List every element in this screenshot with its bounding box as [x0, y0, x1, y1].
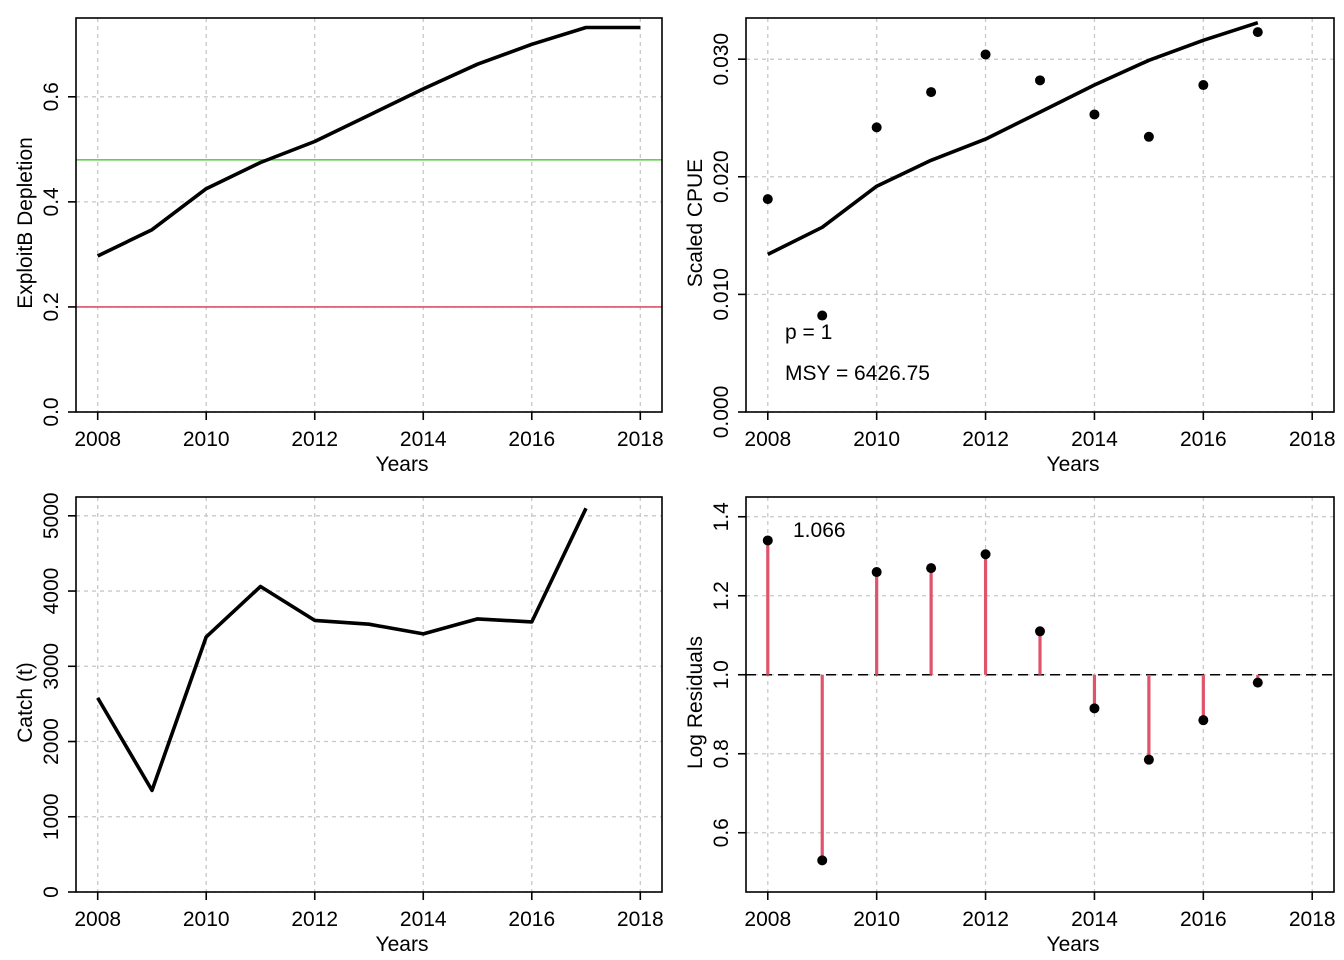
y-tick-label: 1.4 [710, 502, 733, 532]
annotation-residual-value: 1.066 [793, 519, 846, 542]
x-tick-label: 2008 [74, 908, 121, 931]
data-point [762, 194, 773, 205]
y-tick-label: 0.010 [710, 268, 733, 321]
x-tick-label: 2008 [744, 908, 791, 931]
y-tick-label: 0.2 [40, 292, 63, 321]
data-point [871, 122, 882, 133]
data-point [762, 535, 773, 546]
data-point [1089, 109, 1100, 120]
panel-cpue: 2008 2010 2012 2014 2016 2018 0.000 0.010 0.020 0… [684, 17, 1336, 476]
data-point [871, 567, 882, 578]
plot-frame [745, 496, 1335, 893]
x-tick-label: 2014 [400, 428, 447, 451]
series-line [96, 25, 641, 258]
y-tick-label: 2000 [40, 718, 63, 765]
data-point [1252, 677, 1263, 688]
data-point [1143, 754, 1154, 765]
annotation-p-value: p = 1 [785, 321, 832, 344]
x-tick-label: 2014 [1071, 908, 1118, 931]
x-tick-label: 2016 [1180, 428, 1227, 451]
x-tick-label: 2014 [1071, 428, 1118, 451]
panel-residuals: 2008 2010 2012 2014 2016 2018 0.6 0.8 1.0 1.2 1.4 Y… [684, 496, 1336, 956]
x-axis-title: Years [376, 453, 429, 476]
y-tick-label: 0.020 [710, 150, 733, 203]
data-point [817, 310, 828, 321]
plot-frame [745, 17, 1335, 413]
x-tick-label: 2018 [617, 428, 664, 451]
y-axis-title: ExploitB Depletion [14, 137, 37, 309]
y-axis-title: Scaled CPUE [684, 159, 707, 287]
y-tick-label: 4000 [40, 568, 63, 615]
data-point [926, 563, 937, 574]
data-point [1143, 131, 1154, 142]
x-tick-label: 2012 [962, 428, 1009, 451]
x-tick-label: 2010 [183, 908, 230, 931]
y-tick-label: 1.0 [710, 660, 733, 689]
y-tick-label: 3000 [40, 643, 63, 690]
panel-depletion: 2008 2010 2012 2014 2016 2018 0.0 0.2 0.4 0.6 Year… [14, 17, 664, 476]
plot-frame [75, 496, 663, 893]
y-axis-title: Log Residuals [684, 636, 707, 769]
data-point [980, 549, 991, 560]
data-point [1198, 715, 1209, 726]
data-point [1035, 75, 1045, 86]
y-tick-label: 0.000 [710, 386, 733, 439]
x-tick-label: 2016 [1180, 908, 1227, 931]
x-tick-label: 2018 [617, 908, 664, 931]
x-tick-label: 2012 [291, 428, 338, 451]
x-tick-label: 2012 [962, 908, 1009, 931]
y-tick-label: 0.4 [40, 187, 63, 217]
y-axis-title: Catch (t) [14, 662, 37, 743]
x-axis-title: Years [1047, 933, 1100, 956]
data-point [926, 87, 937, 98]
data-point [1198, 80, 1209, 91]
y-tick-label: 1.2 [710, 581, 733, 610]
x-axis-title: Years [1047, 453, 1100, 476]
data-point [1035, 626, 1045, 637]
series-line [766, 20, 1259, 257]
y-tick-label: 0.6 [710, 818, 733, 847]
x-tick-label: 2018 [1289, 428, 1336, 451]
x-tick-label: 2008 [744, 428, 791, 451]
x-tick-label: 2018 [1289, 908, 1336, 931]
x-tick-label: 2008 [74, 428, 121, 451]
data-point [817, 855, 828, 866]
y-tick-label: 0.0 [40, 397, 63, 426]
data-point [1252, 27, 1263, 38]
x-tick-label: 2012 [291, 908, 338, 931]
x-tick-label: 2010 [853, 908, 900, 931]
x-tick-label: 2010 [183, 428, 230, 451]
x-axis-title: Years [376, 933, 429, 956]
x-tick-label: 2016 [508, 428, 555, 451]
y-tick-label: 0.030 [710, 33, 733, 86]
panel-catch: 2008 2010 2012 2014 2016 2018 0 1000 2000 3000 400… [14, 492, 664, 956]
y-tick-label: 0 [40, 886, 63, 898]
plot-frame [75, 17, 663, 413]
data-point [1089, 703, 1100, 714]
series-line [96, 507, 588, 793]
y-tick-label: 1000 [40, 793, 63, 840]
y-tick-label: 5000 [40, 492, 63, 539]
x-tick-label: 2014 [400, 908, 447, 931]
y-tick-label: 0.8 [710, 739, 733, 768]
data-point [980, 49, 991, 60]
y-tick-label: 0.6 [40, 82, 63, 111]
x-tick-label: 2016 [508, 908, 555, 931]
x-tick-label: 2010 [853, 428, 900, 451]
annotation-msy: MSY = 6426.75 [785, 362, 930, 385]
